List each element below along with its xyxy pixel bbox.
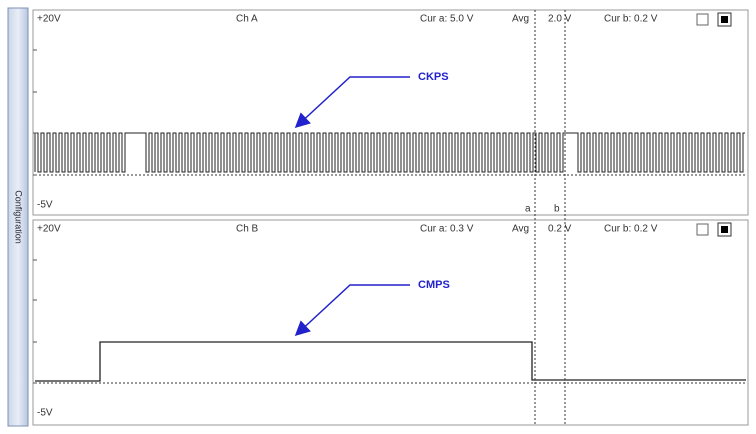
annotation: CMPS bbox=[418, 279, 450, 291]
annotation-arrow bbox=[294, 76, 410, 129]
annotation-arrow bbox=[294, 284, 410, 337]
avg-value: 2.0 V bbox=[548, 14, 572, 25]
cursor-marker: a bbox=[525, 204, 531, 215]
top-label: +20V bbox=[37, 14, 61, 25]
top-label: +20V bbox=[37, 224, 61, 235]
annotation: CKPS bbox=[418, 71, 449, 83]
channel-name: Ch A bbox=[236, 14, 258, 25]
bottom-label: -5V bbox=[37, 200, 53, 211]
config-label: Configuration bbox=[14, 190, 24, 244]
bottom-label: -5V bbox=[37, 408, 53, 419]
channel-name: Ch B bbox=[236, 224, 259, 235]
cursor-marker: b bbox=[554, 204, 560, 215]
checkbox[interactable] bbox=[696, 13, 709, 26]
check-fill bbox=[721, 226, 728, 233]
cursor-a-readout: Cur a: 5.0 V bbox=[420, 14, 474, 25]
avg-value: 0.2 V bbox=[548, 224, 572, 235]
cursor-b-readout: Cur b: 0.2 V bbox=[604, 224, 658, 235]
panel-frame bbox=[32, 9, 749, 216]
axis-ticks bbox=[33, 49, 37, 384]
cmps-waveform bbox=[35, 341, 746, 382]
avg-label: Avg bbox=[512, 224, 529, 235]
channel-b-panel: +20V Ch B Cur a: 0.3 V Avg 0.2 V Cur b: … bbox=[32, 219, 749, 426]
cursor-a-readout: Cur a: 0.3 V bbox=[420, 224, 474, 235]
checkbox[interactable] bbox=[696, 223, 709, 236]
channel-a-panel: +20V Ch A Cur a: 5.0 V Avg 2.0 V Cur b: … bbox=[32, 9, 749, 216]
config-tab[interactable] bbox=[7, 7, 29, 427]
avg-label: Avg bbox=[512, 14, 529, 25]
panel-frame bbox=[32, 219, 749, 426]
ckps-waveform bbox=[34, 132, 745, 173]
check-fill bbox=[721, 16, 728, 23]
cursor-b-readout: Cur b: 0.2 V bbox=[604, 14, 658, 25]
